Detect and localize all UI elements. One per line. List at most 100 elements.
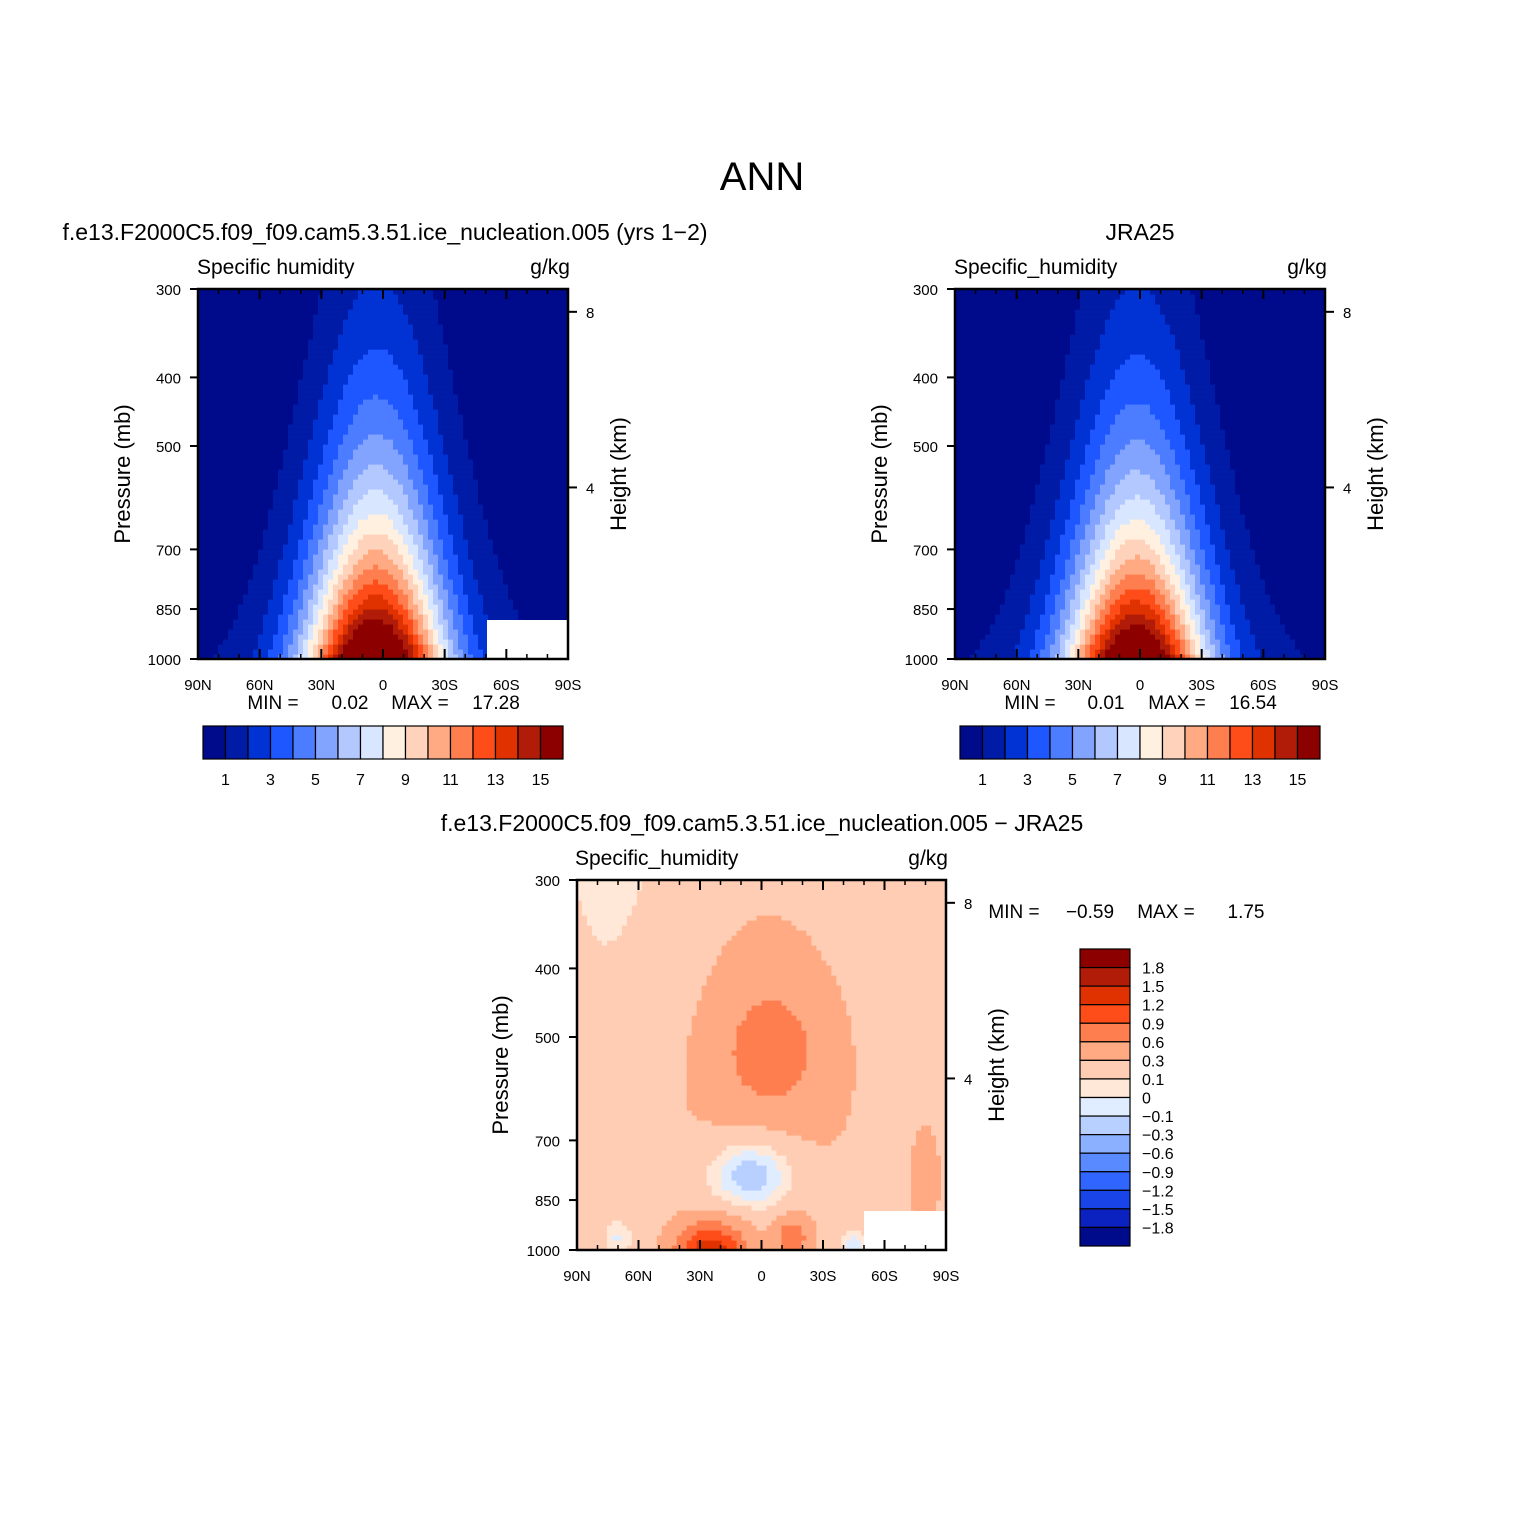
contour-cell xyxy=(198,594,244,600)
contour-cell xyxy=(577,1220,613,1226)
contour-cell xyxy=(473,629,494,635)
contour-cell xyxy=(1065,564,1076,570)
contour-cell xyxy=(433,514,449,520)
y-tick-label: 700 xyxy=(156,542,181,559)
contour-cell xyxy=(278,559,294,565)
contour-cell xyxy=(318,504,334,510)
contour-cell xyxy=(198,489,274,495)
contour-cell xyxy=(736,1045,807,1051)
contour-cell xyxy=(198,529,264,535)
contour-cell xyxy=(1195,549,1206,555)
contour-cell xyxy=(1185,489,1201,495)
contour-cell xyxy=(428,499,444,505)
contour-cell xyxy=(328,559,339,565)
contour-cell xyxy=(1050,624,1061,630)
contour-cell xyxy=(473,564,499,570)
contour-cell xyxy=(1105,599,1116,605)
contour-cell xyxy=(308,439,329,445)
contour-cell xyxy=(298,634,309,640)
contour-cell xyxy=(1200,494,1216,500)
contour-cell xyxy=(338,589,349,595)
contour-cell xyxy=(1100,609,1111,615)
contour-cell xyxy=(955,369,1066,375)
contour-cell xyxy=(408,379,429,385)
contour-cell xyxy=(1305,654,1325,659)
contour-cell xyxy=(263,539,289,545)
contour-cell xyxy=(338,644,344,650)
contour-cell xyxy=(941,1185,946,1191)
contour-cell xyxy=(458,629,464,635)
contour-cell xyxy=(313,479,329,485)
contour-cell xyxy=(955,429,1051,435)
contour-cell xyxy=(577,1060,688,1066)
contour-cell xyxy=(1210,529,1226,535)
contour-cell xyxy=(1110,594,1121,600)
contour-cell xyxy=(1190,594,1201,600)
contour-cell xyxy=(278,629,289,635)
contour-cell xyxy=(248,584,274,590)
contour-cell xyxy=(1110,609,1121,615)
contour-cell xyxy=(438,614,444,620)
contour-cell xyxy=(955,574,1011,580)
y-axis-label: Pressure (mb) xyxy=(488,995,513,1134)
contour-cell xyxy=(318,309,349,315)
contour-cell xyxy=(721,1230,743,1236)
contour-cell xyxy=(508,594,568,600)
contour-cell xyxy=(298,654,309,659)
contour-cell xyxy=(468,444,568,450)
contour-cell xyxy=(1240,589,1266,595)
contour-cell xyxy=(318,404,339,410)
contour-cell xyxy=(1195,584,1206,590)
contour-cell xyxy=(1215,499,1241,505)
contour-cell xyxy=(1120,604,1151,610)
x-tick-label: 90S xyxy=(555,677,582,694)
contour-cell xyxy=(323,594,334,600)
contour-cell xyxy=(1100,444,1126,450)
contour-cell xyxy=(268,514,294,520)
contour-cell xyxy=(1175,644,1181,650)
contour-cell xyxy=(343,594,354,600)
contour-cell xyxy=(233,619,264,625)
contour-cell xyxy=(691,1015,748,1021)
contour-cell xyxy=(1180,619,1186,625)
contour-cell xyxy=(1165,649,1171,655)
y-tick-label: 850 xyxy=(535,1193,560,1210)
contour-cell xyxy=(338,404,359,410)
contour-cell xyxy=(1220,514,1246,520)
contour-cell xyxy=(303,364,329,370)
contour-cell xyxy=(353,629,394,635)
contour-cell xyxy=(1155,619,1161,625)
contour-cell xyxy=(1160,369,1186,375)
contour-cell xyxy=(408,609,414,615)
contour-cell xyxy=(328,634,334,640)
contour-cell xyxy=(626,1245,658,1250)
contour-cell xyxy=(288,644,299,650)
contour-cell xyxy=(438,489,454,495)
contour-cell xyxy=(403,559,414,565)
contour-cell xyxy=(1200,639,1206,645)
contour-cell xyxy=(198,639,224,645)
contour-cell xyxy=(1070,549,1081,555)
contour-cell xyxy=(198,289,324,295)
contour-cell xyxy=(1065,524,1076,530)
contour-cell xyxy=(198,599,244,605)
contour-cell xyxy=(323,649,329,655)
contour-cell xyxy=(1090,619,1096,625)
contour-cell xyxy=(741,1020,802,1026)
colorbar-label: 13 xyxy=(487,772,505,789)
contour-cell xyxy=(408,389,429,395)
contour-cell xyxy=(413,594,419,600)
contour-cell xyxy=(438,429,464,435)
contour-cell xyxy=(1235,469,1325,475)
contour-cell xyxy=(338,444,359,450)
colorbar-box xyxy=(269,725,294,760)
contour-cell xyxy=(1210,364,1325,370)
contour-cell xyxy=(313,614,319,620)
contour-cell xyxy=(1060,389,1086,395)
contour-cell xyxy=(308,634,314,640)
contour-cell xyxy=(418,574,429,580)
contour-cell xyxy=(1205,564,1221,570)
contour-cell xyxy=(791,1165,912,1171)
contour-cell xyxy=(423,544,434,550)
